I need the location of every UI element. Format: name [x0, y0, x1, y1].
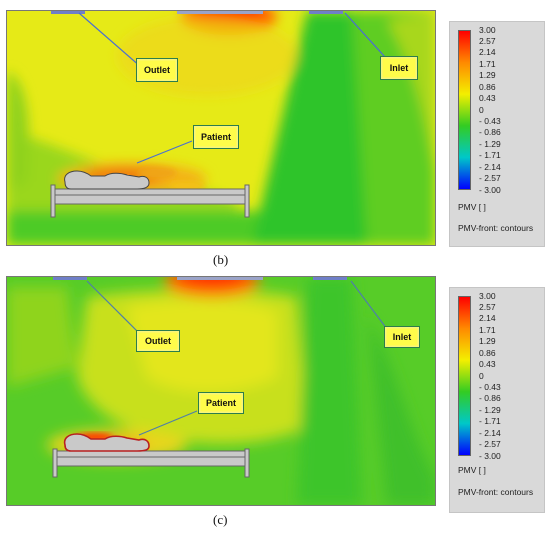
color-scale-bar — [458, 296, 471, 456]
legend-tick-label: - 0.86 — [479, 127, 501, 138]
legend-tick-label: 1.71 — [479, 58, 496, 69]
legend-tick-label: - 3.00 — [479, 184, 501, 195]
pmv-legend-b: 3.00 2.57 2.14 1.71 1.29 0.86 0.43 0- 0.43- 0.8… — [449, 21, 545, 247]
legend-tick-label: - 1.71 — [479, 416, 501, 427]
legend-tick-label: 1.29 — [479, 336, 496, 347]
legend-tick-label: 2.14 — [479, 313, 496, 324]
legend-tick-label: 3.00 — [479, 290, 496, 301]
panel-c: Outlet Inlet Patient 3.00 2.57 2.14 1.71 1.2… — [0, 270, 550, 534]
pmv-contour-room-c — [6, 276, 436, 506]
legend-tick-label: - 3.00 — [479, 450, 501, 461]
caption-b: (b) — [213, 252, 229, 267]
legend-tick-label: - 0.43 — [479, 115, 501, 126]
legend-unit-label: PMV [ ] — [458, 202, 486, 212]
pmv-legend-c: 3.00 2.57 2.14 1.71 1.29 0.86 0.43 0- 0.43- 0.8… — [449, 287, 545, 513]
patient-label-b: Patient — [193, 125, 239, 149]
bed-c — [52, 433, 250, 478]
legend-tick-label: 0 — [479, 370, 484, 381]
legend-tick-label: - 1.29 — [479, 404, 501, 415]
legend-tick-label: - 1.71 — [479, 150, 501, 161]
legend-plot-label: PMV-front: contours — [458, 223, 534, 233]
legend-tick-label: 1.29 — [479, 70, 496, 81]
legend-tick-label: 0.86 — [479, 347, 496, 358]
legend-tick-label: - 1.29 — [479, 138, 501, 149]
legend-tick-label: 2.14 — [479, 47, 496, 58]
legend-tick-label: 3.00 — [479, 24, 496, 35]
legend-tick-label: 0.86 — [479, 81, 496, 92]
inlet-label-c: Inlet — [384, 326, 420, 348]
bed-b — [50, 170, 250, 218]
legend-tick-label: 2.57 — [479, 301, 496, 312]
legend-tick-label: - 2.14 — [479, 161, 501, 172]
color-scale-bar — [458, 30, 471, 190]
outlet-label-c: Outlet — [136, 330, 180, 352]
legend-tick-label: 0.43 — [479, 359, 496, 370]
patient-label-c: Patient — [198, 392, 244, 414]
inlet-label-b: Inlet — [380, 56, 418, 80]
legend-tick-label: - 2.57 — [479, 439, 501, 450]
legend-tick-label: - 0.43 — [479, 381, 501, 392]
legend-tick-label: 1.71 — [479, 324, 496, 335]
legend-tick-label: 2.57 — [479, 35, 496, 46]
legend-tick-label: - 2.57 — [479, 173, 501, 184]
panel-b: Outlet Inlet Patient 3.00 2.57 2.14 1.71 1.2… — [6, 10, 545, 267]
caption-c: (c) — [213, 512, 228, 527]
legend-tick-label: 0.43 — [479, 93, 496, 104]
legend-tick-label: 0 — [479, 104, 484, 115]
legend-tick-label: - 2.14 — [479, 427, 501, 438]
legend-plot-label: PMV-front: contours — [458, 487, 534, 497]
outlet-label-b: Outlet — [136, 58, 178, 82]
legend-tick-label: - 0.86 — [479, 393, 501, 404]
legend-unit-label: PMV [ ] — [458, 465, 486, 475]
